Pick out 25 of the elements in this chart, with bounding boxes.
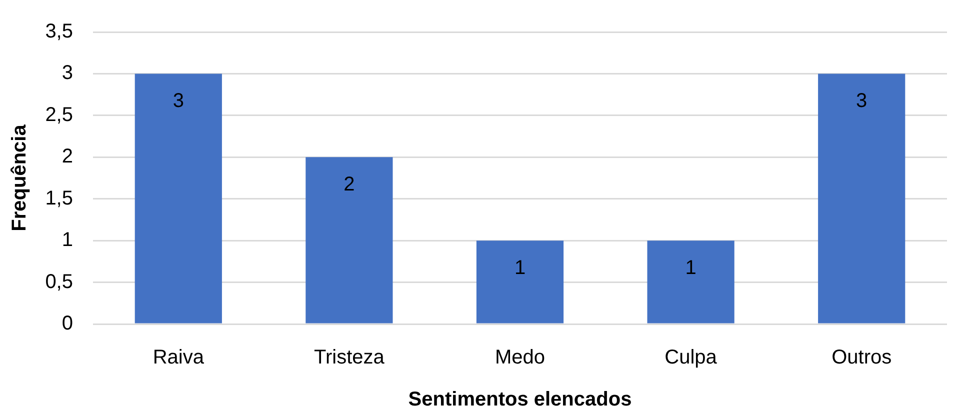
x-tick-label: Raiva [152,346,205,369]
x-tick-label: Culpa [664,346,718,369]
y-tick-label: 1,5 [45,187,73,210]
x-tick-label: Tristeza [314,346,386,369]
y-tick-label: 3 [62,62,73,84]
y-tick-label: 2 [62,146,73,168]
data-label: 1 [514,257,526,280]
y-tick-label: 0 [62,312,73,335]
bar [306,157,393,324]
y-tick-label: 2,5 [45,104,73,126]
bar [647,240,734,324]
data-label: 1 [685,257,696,280]
bar [818,74,906,324]
y-axis-title: Frequência [8,124,31,232]
data-label: 2 [344,174,355,196]
bar [476,240,564,324]
x-axis-title: Sentimentos elencados [408,388,632,411]
x-tick-label: Outros [832,346,892,369]
x-tick-label: Medo [494,346,546,369]
bar [134,74,222,324]
y-tick-label: 0,5 [45,270,73,293]
data-label: 3 [856,90,868,112]
y-tick-label: 1 [62,229,73,252]
y-tick-label: 3,5 [45,20,73,43]
data-label: 3 [172,90,184,112]
